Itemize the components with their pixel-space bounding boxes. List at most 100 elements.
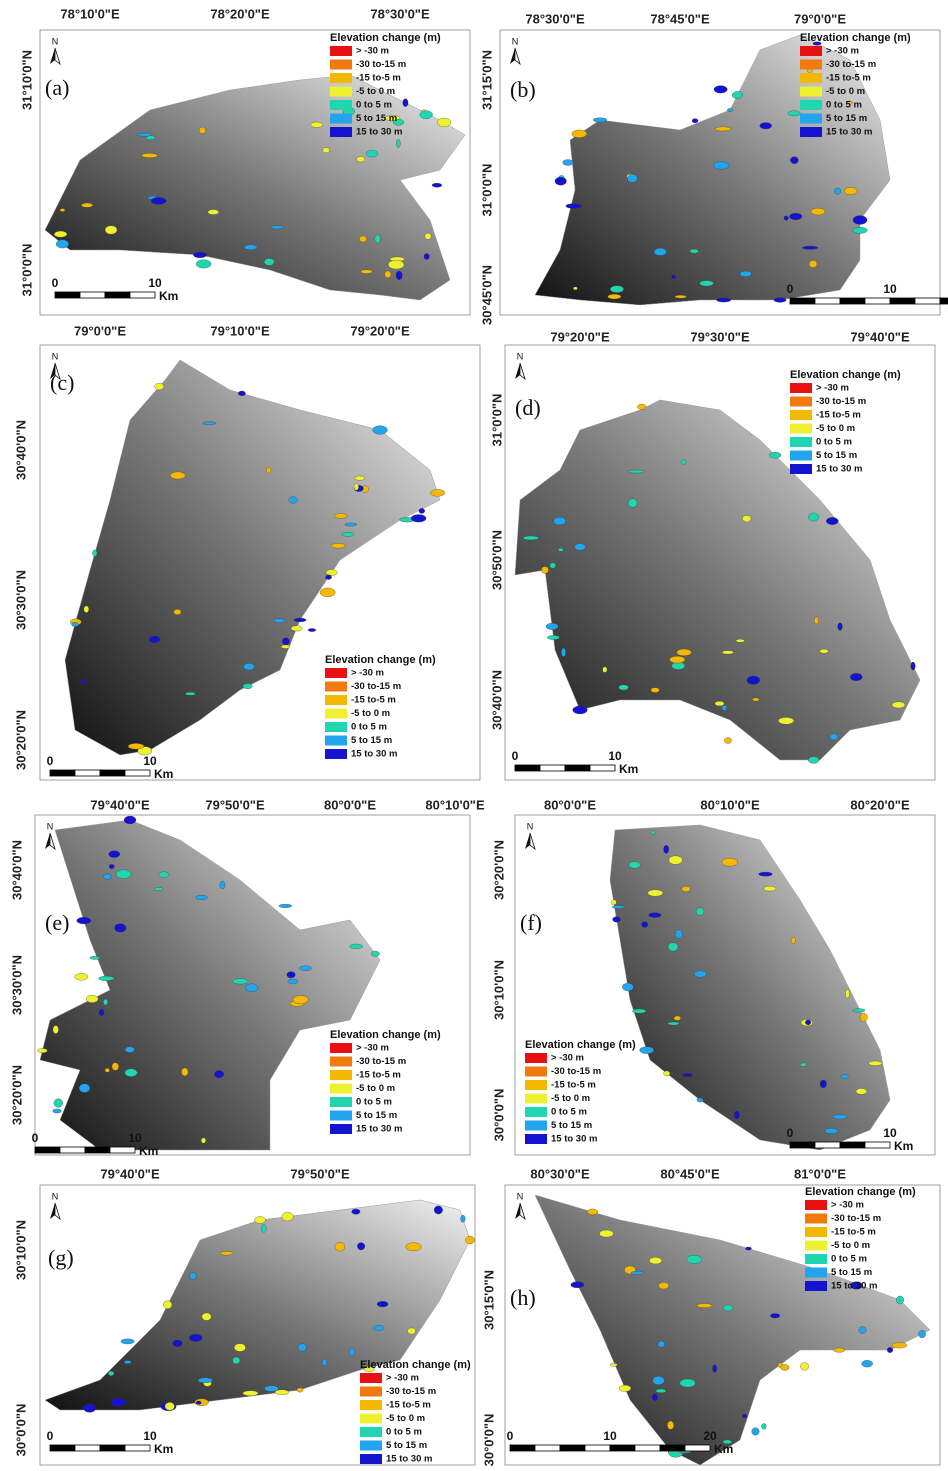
glacier-patch (60, 209, 65, 212)
latitude-label: 30°10'0"N (491, 960, 506, 1020)
longitude-label: 79°20'0"E (550, 329, 610, 344)
glacier-patch (834, 188, 841, 194)
glacier-patch (611, 900, 617, 905)
longitude-label: 79°0'0"E (74, 323, 126, 338)
legend-swatch (330, 46, 352, 56)
glacier-patch (105, 1068, 110, 1072)
legend-swatch (525, 1134, 547, 1144)
glacier-patch (121, 1339, 134, 1344)
longitude-label: 80°30'0"E (530, 1166, 590, 1181)
legend-swatch (330, 73, 352, 83)
longitude-label: 79°40'0"E (100, 1166, 160, 1181)
legend-label: -30 to-15 m (386, 1386, 436, 1397)
latitude-label: 30°30'0"N (9, 955, 24, 1015)
glacier-patch (275, 1390, 289, 1395)
glacier-patch (163, 1301, 172, 1309)
glacier-patch (266, 467, 271, 473)
legend-label: -5 to 0 m (351, 708, 390, 719)
scale-segment (565, 765, 590, 771)
glacier-patch (632, 1009, 646, 1013)
scale-label: 0 (787, 1126, 794, 1140)
glacier-patch (293, 995, 309, 1003)
legend-swatch (800, 127, 822, 137)
glacier-patch (675, 930, 682, 939)
glacier-patch (149, 636, 160, 643)
glacier-patch (610, 1363, 617, 1366)
glacier-patch (800, 1363, 809, 1371)
glacier-patch (761, 1423, 766, 1429)
scale-label: 0 (47, 1429, 54, 1443)
glacier-patch (357, 1243, 365, 1250)
north-arrow (520, 1203, 525, 1219)
legend-swatch (325, 736, 347, 746)
glacier-patch (722, 858, 738, 866)
glacier-patch (826, 517, 838, 524)
glacier-patch (103, 874, 111, 880)
legend-swatch (790, 437, 812, 447)
glacier-patch (350, 944, 363, 949)
glacier-patch (334, 513, 347, 518)
legend-swatch (790, 424, 812, 434)
legend-label: -5 to 0 m (356, 86, 395, 97)
glacier-patch (430, 489, 444, 496)
glacier-patch (561, 648, 565, 657)
glacier-patch (622, 983, 633, 991)
legend-label: -5 to 0 m (386, 1413, 425, 1424)
panel-label: (e) (45, 910, 69, 935)
north-arrow (55, 1203, 60, 1219)
legend-title: Elevation change (m) (330, 1029, 441, 1041)
glacier-patch (105, 226, 117, 235)
scale-segment (125, 770, 150, 776)
latitude-label: 30°15'0"N (481, 1270, 496, 1330)
glacier-patch (724, 737, 731, 743)
glacier-patch (619, 685, 629, 690)
glacier-patch (805, 1020, 811, 1025)
legend-swatch (805, 1241, 827, 1251)
legend-swatch (800, 60, 822, 70)
glacier-patch (838, 623, 843, 631)
scale-segment (660, 1445, 685, 1451)
panel-label: (b) (510, 77, 536, 102)
glacier-patch (572, 130, 587, 138)
glacier-patch (896, 1296, 903, 1304)
legend-title: Elevation change (m) (805, 1186, 916, 1198)
longitude-label: 79°40'0"E (90, 797, 150, 812)
glacier-patch (198, 1378, 212, 1383)
north-arrow (45, 833, 50, 849)
scale-segment (130, 292, 155, 298)
longitude-label: 79°30'0"E (690, 329, 750, 344)
glacier-patch (593, 118, 607, 122)
glacier-patch (288, 979, 298, 984)
legend-label: -15 to-5 m (831, 1227, 876, 1238)
glacier-patch (716, 298, 730, 302)
glacier-patch (610, 286, 624, 293)
legend-title: Elevation change (m) (525, 1039, 636, 1051)
legend-title: Elevation change (m) (790, 369, 901, 381)
glacier-patch (627, 174, 637, 182)
latitude-label: 30°20'0"N (13, 710, 28, 770)
legend-swatch (330, 127, 352, 137)
glacier-patch (791, 937, 795, 943)
legend-swatch (330, 114, 352, 124)
glacier-patch (279, 904, 292, 908)
scale-label: 10 (128, 1131, 142, 1145)
scale-segment (865, 1142, 890, 1148)
glacier-patch (690, 249, 699, 253)
longitude-label: 79°0'0"E (794, 11, 846, 26)
longitude-label: 79°40'0"E (850, 329, 910, 344)
glacier-patch (694, 971, 706, 978)
longitude-label: 81°0'0"E (794, 1166, 846, 1181)
glacier-patch (238, 391, 245, 396)
glacier-patch (714, 162, 729, 170)
scale-label: 10 (883, 1126, 897, 1140)
scale-unit: Km (894, 1139, 913, 1153)
glacier-patch (550, 563, 556, 569)
legend-label: -15 to-5 m (356, 1070, 401, 1081)
glacier-patch (722, 705, 727, 710)
scale-segment (50, 770, 75, 776)
glacier-patch (299, 966, 311, 971)
glacier-patch (232, 1357, 239, 1364)
glacier-patch (667, 1421, 674, 1429)
latitude-label: 31°0'0"N (479, 164, 494, 217)
